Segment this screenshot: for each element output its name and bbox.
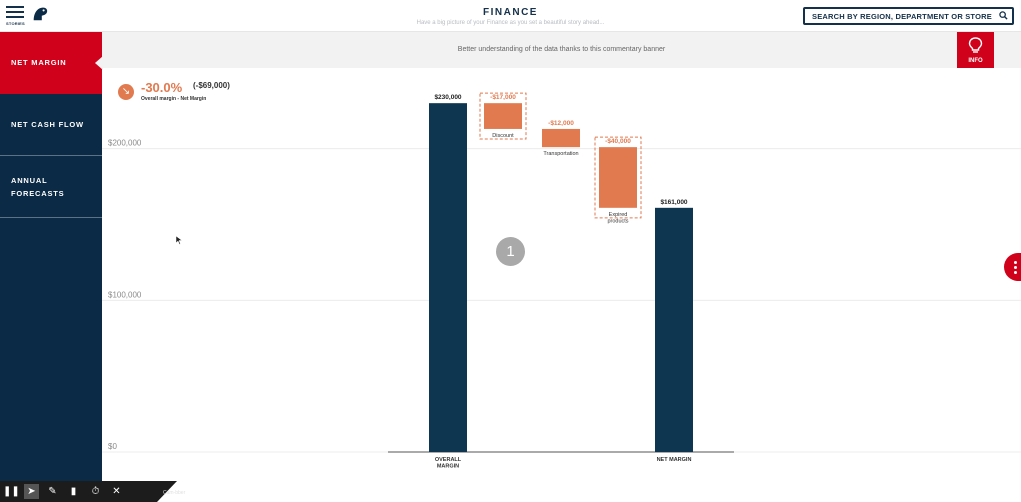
category-label: Discount — [492, 133, 514, 139]
waterfall-bar — [655, 207, 693, 452]
mouse-cursor-icon — [176, 236, 183, 245]
search-button[interactable]: SEARCH BY REGION, DEPARTMENT OR STORE — [803, 7, 1014, 25]
waterfall-bar — [484, 103, 522, 129]
pen-icon[interactable]: ✎ — [48, 486, 57, 497]
bar-value-label: $161,000 — [660, 199, 687, 206]
info-button[interactable]: INFO — [957, 32, 994, 68]
bar-value-label: -$40,000 — [605, 138, 631, 145]
more-vertical-icon — [1014, 271, 1017, 274]
bar-value-label: -$17,000 — [490, 94, 516, 101]
stories-menu-button[interactable]: STORIES — [6, 6, 26, 28]
category-label: MARGIN — [437, 464, 459, 470]
lightbulb-icon — [968, 37, 983, 53]
pause-icon[interactable]: ❚❚ — [3, 486, 20, 497]
waterfall-bar — [599, 147, 637, 208]
y-tick-label: $100,000 — [108, 290, 142, 299]
eraser-icon[interactable]: ▮ — [70, 486, 77, 497]
search-label: SEARCH BY REGION, DEPARTMENT OR STORE — [812, 12, 992, 21]
sidebar: NET MARGIN NET CASH FLOW ANNUAL FORECAST… — [0, 32, 103, 481]
menu-bar — [6, 11, 24, 13]
top-bar: STORIES FINANCE Have a big picture of yo… — [0, 0, 1021, 32]
kpi-percent: -30.0% — [141, 80, 183, 95]
waterfall-bar — [542, 128, 580, 148]
page-title: FINANCE — [483, 7, 538, 18]
category-label: Transportation — [543, 151, 578, 157]
logo-icon — [33, 7, 48, 21]
category-label: OVERALL — [435, 457, 462, 463]
more-vertical-icon — [1014, 261, 1017, 264]
more-options-button[interactable] — [1004, 253, 1021, 281]
banner-text: Better understanding of the data thanks … — [457, 46, 666, 53]
menu-bar — [6, 6, 24, 8]
step-marker: 1 — [496, 237, 525, 266]
toolbar-ghost-text: Cam-bber — [163, 490, 186, 496]
y-tick-label: $0 — [108, 442, 117, 451]
close-icon[interactable]: ✕ — [112, 486, 121, 497]
stories-menu-label: STORIES — [6, 21, 25, 26]
presentation-toolbar: ❚❚ ➤ ✎ ▮ ⏱ ✕ — [0, 481, 177, 502]
search-icon — [999, 11, 1008, 20]
trend-down-icon: ↘ — [118, 84, 134, 100]
sidebar-item-annual-forecasts[interactable]: ANNUAL FORECASTS — [0, 156, 102, 218]
highlight-frame — [479, 92, 527, 140]
category-label: Expired — [609, 212, 628, 218]
category-label: NET MARGIN — [657, 457, 692, 463]
highlight-frame — [594, 136, 642, 219]
bar-value-label: $230,000 — [434, 94, 461, 101]
category-label: products — [607, 218, 628, 224]
page-subtitle: Have a big picture of your Finance as yo… — [416, 20, 605, 26]
waterfall-bar — [429, 103, 467, 452]
sidebar-item-net-cash-flow[interactable]: NET CASH FLOW — [0, 94, 102, 156]
commentary-banner: Better understanding of the data thanks … — [102, 32, 1021, 68]
info-label: INFO — [968, 58, 983, 64]
kpi-amount: (-$69,000) — [193, 81, 230, 90]
more-vertical-icon — [1014, 266, 1017, 269]
kpi-caption: Overall margin - Net Margin — [141, 96, 207, 102]
y-tick-label: $200,000 — [108, 139, 142, 148]
sidebar-item-net-margin[interactable]: NET MARGIN — [0, 32, 103, 94]
pointer-icon[interactable]: ➤ — [24, 484, 39, 499]
sidebar-item-label: NET CASH FLOW — [11, 120, 84, 129]
bar-value-label: -$12,000 — [548, 120, 574, 127]
menu-bar — [6, 16, 24, 18]
sidebar-item-label: NET MARGIN — [11, 58, 67, 67]
timer-icon[interactable]: ⏱ — [91, 486, 100, 497]
sidebar-item-label: ANNUAL FORECASTS — [11, 175, 65, 198]
